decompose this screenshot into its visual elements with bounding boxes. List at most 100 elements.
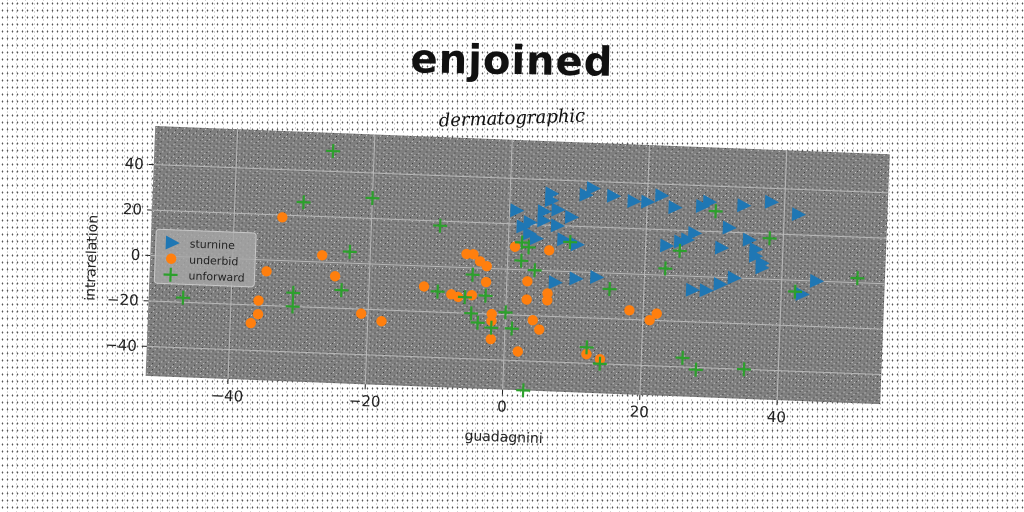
unforward-point: [563, 235, 578, 250]
unforward-point: [470, 315, 485, 330]
sturnine-point: [764, 194, 780, 209]
unforward-point: [658, 261, 673, 276]
underbid-point: [522, 276, 533, 287]
sturnine-point: [641, 194, 656, 209]
underbid-point: [509, 241, 521, 252]
sturnine-point: [548, 275, 563, 290]
y-axis-label: intrarelation: [83, 215, 102, 301]
unforward-point: [675, 350, 690, 365]
unforward-point: [365, 191, 380, 206]
underbid-point: [624, 305, 635, 316]
sturnine-point: [713, 276, 728, 291]
unforward-point: [527, 263, 542, 278]
sturnine-point: [791, 207, 807, 222]
unforward-point: [602, 282, 617, 297]
series-unforward: [176, 144, 865, 398]
sturnine-point: [606, 188, 622, 203]
sturnine-point: [668, 200, 683, 215]
unforward-point: [286, 285, 301, 300]
x-tick-label: −20: [348, 392, 380, 411]
x-axis-label: guadagnini: [464, 428, 543, 447]
underbid-point: [252, 309, 264, 320]
underbid-point: [527, 315, 538, 326]
legend-marker-underbid: [165, 253, 177, 264]
y-tick-label: −40: [105, 336, 137, 355]
sturnine-point: [699, 283, 714, 298]
sturnine-point: [579, 187, 594, 202]
sturnine-point: [755, 260, 770, 275]
sturnine-point: [537, 204, 552, 219]
unforward-point: [579, 340, 594, 355]
legend-marker-sturnine: [165, 235, 180, 250]
sturnine-point: [586, 181, 601, 196]
sturnine-point: [564, 209, 580, 224]
underbid-point: [542, 295, 553, 306]
unforward-point: [688, 362, 703, 377]
unforward-point: [334, 283, 349, 298]
underbid-point: [245, 317, 257, 329]
sturnine-point: [685, 282, 701, 297]
underbid-point: [485, 333, 496, 345]
unforward-point: [433, 218, 448, 233]
underbid-point: [543, 245, 555, 256]
unforward-point: [465, 267, 480, 282]
unforward-point: [762, 231, 777, 246]
unforward-point: [516, 383, 531, 398]
sturnine-point: [590, 269, 605, 284]
y-gridline: [148, 300, 884, 330]
unforward-point: [504, 321, 519, 336]
x-gridline: [502, 139, 513, 390]
sturnine-point: [727, 270, 742, 285]
sturnine-point: [722, 220, 737, 235]
legend-label-underbid: underbid: [189, 253, 239, 268]
underbid-point: [512, 346, 524, 357]
underbid-point: [418, 281, 430, 292]
underbid-point: [316, 250, 328, 261]
unforward-point: [478, 288, 493, 303]
underbid-point: [534, 324, 545, 335]
legend-label-sturnine: sturnine: [190, 237, 236, 252]
unforward-point: [484, 320, 499, 335]
sturnine-point: [795, 286, 810, 301]
sturnine-point: [680, 232, 696, 247]
underbid-point: [355, 308, 367, 319]
sturnine-point: [510, 203, 525, 218]
x-tick-label: 0: [497, 397, 507, 415]
unforward-point: [325, 144, 341, 159]
sturnine-point: [809, 273, 825, 288]
underbid-point: [481, 260, 492, 272]
unforward-point: [788, 284, 803, 299]
y-tick-label: 20: [123, 200, 143, 219]
sturnine-point: [569, 271, 584, 286]
sturnine-point: [627, 194, 642, 209]
sturnine-point: [522, 226, 538, 241]
sturnine-point: [551, 202, 566, 217]
unforward-point: [514, 235, 530, 250]
series-underbid: [245, 212, 662, 365]
y-tick-label: 40: [124, 155, 144, 174]
sturnine-point: [529, 231, 544, 246]
x-tick-label: 40: [767, 408, 787, 427]
y-tick-label: 0: [130, 246, 140, 264]
underbid-point: [644, 314, 655, 326]
x-gridline: [776, 150, 788, 401]
sturnine-point: [742, 232, 757, 247]
unforward-point: [430, 284, 445, 299]
sturnine-point: [737, 198, 752, 213]
underbid-point: [480, 276, 492, 288]
unforward-point: [850, 271, 865, 286]
unforward-point: [296, 195, 311, 210]
y-gridline: [146, 345, 882, 376]
legend-box: [153, 228, 257, 288]
sturnine-point: [557, 232, 572, 247]
unforward-point: [498, 305, 513, 320]
y-tick-label: −20: [107, 290, 139, 309]
underbid-point: [651, 308, 662, 319]
x-gridline: [364, 134, 376, 385]
underbid-point: [277, 212, 288, 223]
unforward-point: [708, 204, 723, 219]
sturnine-point: [673, 234, 689, 249]
sturnine-point: [714, 240, 730, 255]
